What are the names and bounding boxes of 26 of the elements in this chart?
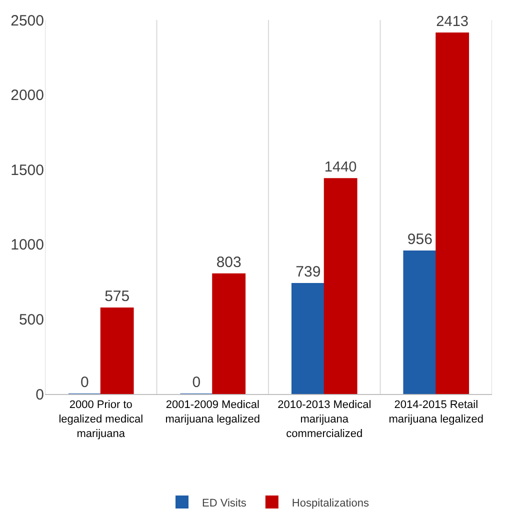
data-label: 575 (104, 288, 130, 305)
bar (212, 273, 246, 394)
y-tick-label: 1000 (10, 236, 44, 254)
data-label: 739 (296, 263, 321, 280)
y-tick-label: 500 (18, 311, 44, 328)
x-tick-label: 2000 Prior to legalized medical marijuana (58, 399, 144, 440)
data-label: 956 (407, 230, 432, 248)
bar (403, 250, 437, 394)
data-label: 1440 (324, 160, 357, 176)
bar (100, 307, 134, 394)
x-tick-label: 2014-2015 Retail marijuana legalized (388, 399, 484, 426)
data-label: 0 (80, 374, 89, 391)
data-label: 803 (216, 254, 242, 271)
y-tick-label: 2000 (10, 87, 44, 104)
bar (324, 178, 358, 394)
data-label: 0 (192, 374, 201, 391)
legend-label: Hospitalizations (292, 497, 370, 510)
bar (436, 32, 470, 394)
y-tick-label: 1500 (10, 162, 44, 179)
y-tick-label: 0 (36, 386, 44, 404)
x-tick-label: 2001-2009 Medical marijuana legalized (165, 399, 260, 426)
legend-label: ED Visits (202, 497, 247, 510)
y-tick-label: 2500 (10, 12, 44, 30)
bar (291, 282, 325, 394)
data-label: 2413 (436, 14, 469, 30)
x-tick-label: 2010-2013 Medical marijuana commercialized (278, 399, 372, 440)
